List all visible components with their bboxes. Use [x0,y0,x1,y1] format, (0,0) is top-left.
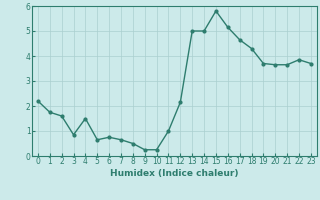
X-axis label: Humidex (Indice chaleur): Humidex (Indice chaleur) [110,169,239,178]
